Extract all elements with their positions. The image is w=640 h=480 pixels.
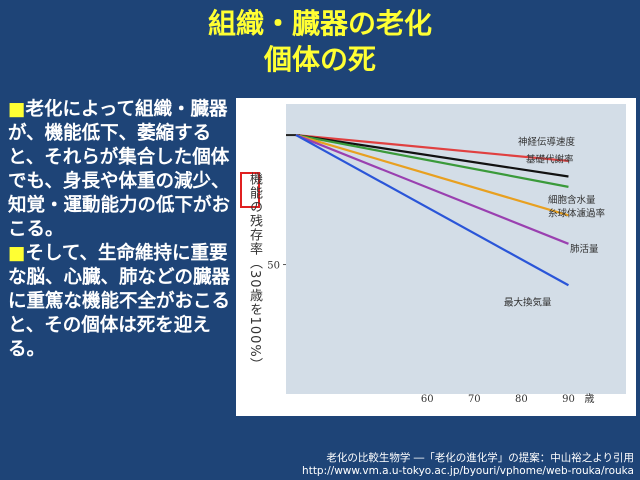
x-tick-label: 90: [562, 394, 575, 405]
paragraph-1-text: 老化によって組織・臓器が、機能低下、萎縮すると、それらが集合した個体でも、身長や…: [8, 99, 231, 240]
x-unit-label: 歳: [584, 393, 594, 405]
body-text: ■老化によって組織・臓器が、機能低下、萎縮すると、それらが集合した個体でも、身長…: [8, 98, 230, 362]
chart-frame: 機能の残存率（30歳を100%） 50 60 70 80 90 歳 神経伝導速度 基礎代謝率細…: [236, 98, 636, 416]
series-line: [295, 134, 569, 287]
y-axis-label: 機能の残存率（30歳を100%）: [244, 172, 264, 372]
series-label: 糸球体濾過率: [548, 207, 606, 219]
series-label: 細胞含水量: [548, 194, 596, 206]
y-axis-label-highlight: 機能: [247, 172, 262, 200]
series-line: [295, 134, 569, 245]
series-label: 基礎代謝率: [526, 154, 574, 166]
plot-background: [286, 104, 626, 394]
x-tick-label: 80: [515, 394, 528, 405]
bullet-square-icon: ■: [8, 99, 26, 120]
paragraph-2: ■そして、生命維持に重要な脳、心臓、肺などの臓器に重篤な機能不全がおこると、その…: [8, 242, 230, 362]
paragraph-2-text: そして、生命維持に重要な脳、心臓、肺などの臓器に重篤な機能不全がおこると、その個…: [8, 243, 231, 360]
bullet-square-icon: ■: [8, 243, 26, 264]
x-tick-label: 60: [421, 394, 434, 405]
series-line: [295, 134, 569, 217]
title-line-2: 個体の死: [263, 43, 376, 76]
paragraph-1: ■老化によって組織・臓器が、機能低下、萎縮すると、それらが集合した個体でも、身長…: [8, 98, 230, 242]
citation-footer: 老化の比較生物学 ―「老化の進化学」の提案：中山裕之より引用 http://ww…: [302, 452, 634, 478]
citation-text: 老化の比較生物学 ―「老化の進化学」の提案：中山裕之より引用: [326, 452, 634, 464]
slide-title: 組織・臓器の老化 個体の死: [0, 6, 640, 78]
series-line: [295, 133, 569, 163]
citation-url: http://www.vm.a.u-tokyo.ac.jp/byouri/vph…: [302, 465, 634, 477]
series-label: 最大換気量: [504, 296, 552, 308]
line-chart: 50 60 70 80 90 歳 神経伝導速度基礎代謝率細胞含水量糸球体濾過率肺活量最大換気…: [267, 133, 606, 405]
x-tick-label: 70: [468, 394, 481, 405]
series-label: 肺活量: [570, 243, 599, 255]
title-line-1: 組織・臓器の老化: [207, 7, 432, 40]
series-line: [295, 133, 569, 178]
series-line: [295, 133, 569, 188]
y-tick-label: 50: [267, 261, 280, 272]
ylabel-highlight-box: [240, 172, 260, 208]
series-label: 神経伝導速度: [518, 136, 576, 148]
y-axis-label-rest: の残存率（30歳を100%）: [247, 200, 262, 372]
